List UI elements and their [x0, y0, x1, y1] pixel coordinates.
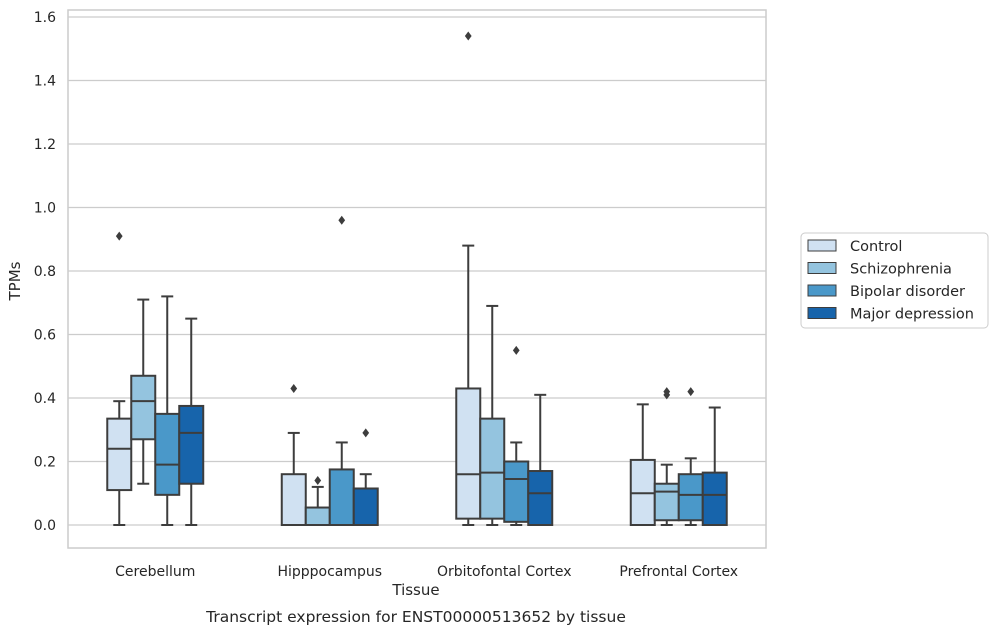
y-tick-label: 1.6 [34, 10, 56, 26]
y-tick-label: 0.0 [34, 518, 56, 534]
box-group [352, 428, 379, 526]
outlier-point [314, 476, 322, 486]
box-iqr [130, 374, 157, 441]
plot-border [67, 9, 767, 549]
box-iqr [154, 412, 181, 496]
box-iqr [677, 473, 704, 522]
legend: Control Schizophrenia Bipolar disorder Majo… [800, 232, 989, 329]
x-tick-label: Hipppocampus [277, 564, 382, 580]
outlier-point [362, 428, 370, 438]
box-iqr [455, 387, 482, 520]
plot-frame [67, 9, 767, 549]
outlier-point [290, 383, 298, 393]
box-group [653, 387, 680, 526]
outlier-point [464, 31, 472, 41]
x-tick-label: Cerebellum [115, 564, 195, 580]
y-tick-label: 0.6 [34, 328, 56, 344]
box-iqr [304, 506, 331, 527]
y-tick-label: 0.4 [34, 391, 56, 407]
outlier-point [512, 345, 520, 355]
box-group [154, 295, 181, 526]
box-group [304, 476, 331, 527]
box-group [328, 215, 355, 526]
box-group [701, 406, 728, 526]
box-iqr [280, 473, 307, 527]
x-axis-label: Tissue [391, 581, 439, 599]
outlier-point [687, 387, 695, 397]
tick-labels: 0.0 0.2 0.4 0.6 0.8 1.0 1.2 1.4 1.6 Cerebellum Hip… [34, 10, 738, 580]
outlier-point [115, 231, 123, 241]
legend-swatch [807, 284, 837, 297]
legend-label: Major depression [850, 307, 974, 323]
box-iqr [653, 482, 680, 522]
box-group [106, 231, 133, 526]
x-tick-label: Prefrontal Cortex [619, 564, 738, 580]
y-tick-label: 1.2 [34, 137, 56, 153]
legend-label: Control [850, 239, 902, 255]
box-group [455, 31, 482, 526]
box-iqr [479, 417, 506, 520]
chart-caption: Transcript expression for ENST0000051365… [205, 608, 626, 626]
x-tick-label: Orbitofontal Cortex [437, 564, 572, 580]
legend-swatch [807, 307, 837, 319]
y-tick-label: 1.4 [34, 74, 56, 90]
outlier-point [338, 215, 346, 225]
box-iqr [328, 468, 355, 526]
box-iqr [701, 471, 728, 526]
box-group [479, 304, 506, 526]
box-iqr [503, 460, 530, 523]
box-group [629, 403, 656, 527]
box-marks [106, 31, 728, 527]
legend-swatch [807, 262, 837, 274]
box-group [130, 298, 157, 485]
box-group [677, 387, 704, 526]
box-group [503, 345, 530, 526]
y-tick-label: 0.8 [34, 264, 56, 280]
y-tick-label: 1.0 [34, 201, 56, 217]
box-group [280, 383, 307, 527]
legend-swatch [807, 239, 837, 252]
y-axis-label: TPMs [6, 261, 24, 301]
legend-label: Schizophrenia [850, 262, 952, 278]
box-iqr [106, 417, 133, 492]
box-iqr [178, 404, 205, 485]
box-group [527, 393, 554, 526]
y-tick-label: 0.2 [34, 455, 56, 471]
box-iqr [527, 470, 554, 526]
outlier-point [663, 387, 671, 397]
box-group [178, 317, 205, 526]
legend-frame [800, 232, 989, 329]
legend-label: Bipolar disorder [850, 284, 965, 300]
box-iqr [352, 487, 379, 526]
